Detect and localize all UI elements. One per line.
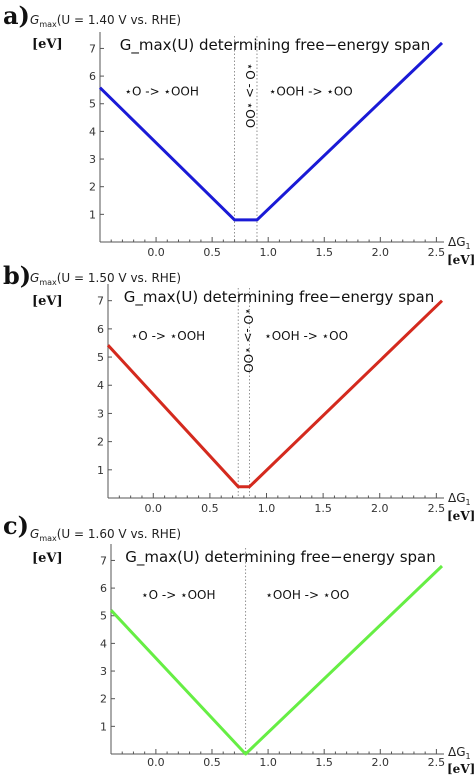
y-title-sub: max: [39, 534, 57, 543]
y-title-sub: max: [39, 20, 57, 29]
y-tick-label: 1: [100, 720, 107, 733]
x-title-sub: 1: [466, 498, 471, 507]
x-tick-label: 0.5: [201, 502, 219, 515]
region-label: ⋆O -> ⋆OOH: [131, 329, 205, 343]
series-line: [109, 564, 444, 756]
y-tick-label: 7: [100, 554, 107, 567]
y-title-rest: (U = 1.40 V vs. RHE): [57, 13, 181, 27]
y-axis-title: Gmax(U = 1.60 V vs. RHE): [30, 527, 181, 543]
panel-c: c) Gmax(U = 1.60 V vs. RHE)[eV]12345670.0…: [3, 511, 474, 776]
x-title-sub: 1: [466, 752, 471, 761]
x-title-main: ΔG: [448, 745, 466, 759]
x-title-sub: 1: [466, 242, 471, 251]
y-title-rest: (U = 1.50 V vs. RHE): [57, 271, 181, 285]
x-axis-title: ΔG1: [448, 491, 471, 507]
y-tick-label: 3: [100, 665, 107, 678]
x-axis-title: ΔG1: [448, 235, 471, 251]
y-tick-label: 6: [89, 70, 96, 83]
y-axis-unit: [eV]: [32, 294, 63, 309]
y-tick-label: 6: [97, 323, 104, 336]
y-tick-label: 1: [97, 464, 104, 477]
y-axis-title: Gmax(U = 1.40 V vs. RHE): [30, 13, 181, 29]
y-title-main: G: [30, 527, 39, 541]
region-label: ⋆O -> ⋆OOH: [124, 84, 198, 98]
x-tick-label: 2.0: [371, 502, 389, 515]
inner-title: G_max(U) determining free−energy span: [125, 548, 435, 567]
y-tick-label: 7: [97, 295, 104, 308]
x-tick-label: 0.0: [145, 502, 163, 515]
x-tick-label: 2.5: [428, 246, 446, 259]
x-tick-label: 1.0: [258, 502, 276, 515]
y-tick-label: 4: [97, 379, 104, 392]
x-axis-unit: [eV]: [447, 509, 474, 523]
x-tick-label: 1.5: [315, 756, 333, 769]
y-axis-unit: [eV]: [32, 551, 63, 566]
y-title-rest: (U = 1.60 V vs. RHE): [57, 527, 181, 541]
series-line: [98, 41, 444, 222]
y-tick-label: 2: [89, 181, 96, 194]
x-tick-label: 1.5: [314, 502, 332, 515]
x-tick-label: 2.0: [372, 756, 390, 769]
x-tick-label: 2.0: [372, 246, 390, 259]
x-tick-label: 0.0: [147, 756, 165, 769]
x-axis-unit: [eV]: [447, 253, 474, 267]
x-tick-label: 1.0: [259, 756, 277, 769]
region-label: ⋆OOH -> ⋆OO: [264, 329, 348, 343]
y-tick-label: 5: [97, 351, 104, 364]
panel-b: b)Gmax(U = 1.50 V vs. RHE) [eV] 1 2 3 4 5 6 7 0.0…: [3, 261, 474, 523]
y-axis-unit: [eV]: [32, 37, 63, 52]
x-tick-label: 0.0: [147, 246, 165, 259]
y-tick-label: 4: [89, 125, 96, 138]
inner-title: G_max(U) determining free−energy span: [124, 288, 434, 307]
y-tick-label: 2: [97, 436, 104, 449]
region-label: ⋆OOH -> ⋆OO: [269, 84, 353, 98]
panel-label: a): [3, 1, 30, 30]
region-label-vertical: ⋆O -> ⋆OO: [243, 63, 257, 128]
y-axis-title: Gmax(U = 1.50 V vs. RHE): [30, 271, 181, 287]
x-axis-unit: [eV]: [447, 762, 474, 776]
x-title-main: ΔG: [448, 235, 466, 249]
y-tick-label: 3: [89, 153, 96, 166]
inner-title: G_max(U) determining free−energy span: [120, 36, 430, 55]
y-title-main: G: [30, 271, 39, 285]
y-title-sub: max: [39, 278, 57, 287]
x-tick-label: 1.0: [259, 246, 277, 259]
x-tick-label: 1.5: [316, 246, 334, 259]
x-tick-label: 2.5: [428, 502, 446, 515]
y-title-main: G: [30, 13, 39, 27]
region-label: ⋆O -> ⋆OOH: [141, 588, 215, 602]
y-tick-label: 1: [89, 208, 96, 221]
x-axis-title: ΔG1: [448, 745, 471, 761]
region-label: ⋆OOH -> ⋆OO: [265, 588, 349, 602]
y-tick-label: 7: [89, 42, 96, 55]
panel-a: a) Gmax(U = 1.40 V vs. RHE) [eV] 1 2 3 4 5 6 7 0.0…: [3, 1, 474, 267]
y-tick-label: 5: [89, 98, 96, 111]
panel-label: c): [3, 511, 29, 540]
x-tick-label: 0.5: [203, 756, 221, 769]
x-tick-label: 0.5: [203, 246, 221, 259]
region-label-vertical: ⋆O -> ⋆OO: [241, 307, 255, 372]
y-tick-label: 6: [100, 582, 107, 595]
y-tick-label: 5: [100, 610, 107, 623]
series-line: [106, 299, 444, 489]
y-tick-label: 3: [97, 407, 104, 420]
y-tick-label: 2: [100, 693, 107, 706]
panel-label: b): [3, 261, 31, 290]
x-tick-label: 2.5: [428, 756, 446, 769]
x-title-main: ΔG: [448, 491, 466, 505]
y-tick-label: 4: [100, 637, 107, 650]
